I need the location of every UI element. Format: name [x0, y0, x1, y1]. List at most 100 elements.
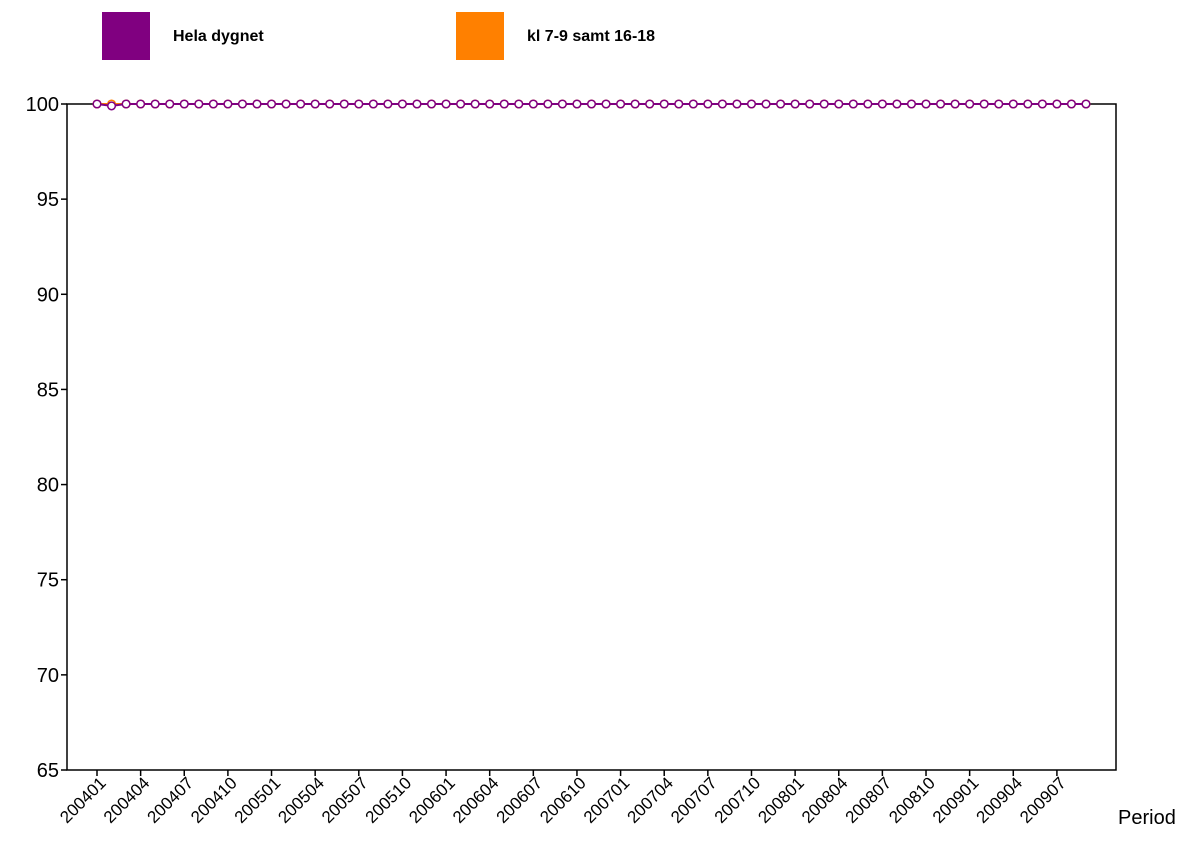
- data-point-hela-dygnet: [470, 99, 480, 109]
- x-tick-label: 200710: [711, 773, 765, 827]
- data-point-hela-dygnet: [179, 99, 189, 109]
- data-point-hela-dygnet: [659, 99, 669, 109]
- x-tick-label: 200610: [536, 773, 590, 827]
- data-point-hela-dygnet: [848, 99, 858, 109]
- x-axis-label: Period: [1118, 807, 1176, 829]
- data-point-hela-dygnet: [921, 99, 931, 109]
- data-point-hela-dygnet: [223, 99, 233, 109]
- data-point-hela-dygnet: [761, 99, 771, 109]
- data-point-hela-dygnet: [1052, 99, 1062, 109]
- data-point-hela-dygnet: [863, 99, 873, 109]
- data-point-hela-dygnet: [877, 99, 887, 109]
- y-tick-label: 70: [37, 665, 59, 687]
- data-point-hela-dygnet: [296, 99, 306, 109]
- x-axis: 2004012004042004072004102005012005042005…: [56, 770, 1070, 827]
- x-tick-label: 200704: [623, 773, 677, 827]
- data-point-hela-dygnet: [776, 99, 786, 109]
- data-point-hela-dygnet: [383, 99, 393, 109]
- data-point-hela-dygnet: [906, 99, 917, 109]
- x-tick-label: 200404: [100, 773, 154, 827]
- plot-area: [66, 103, 1117, 771]
- x-tick-label: 200707: [667, 773, 721, 827]
- y-tick-label: 95: [37, 189, 59, 211]
- data-point-hela-dygnet: [1066, 99, 1077, 109]
- data-point-hela-dygnet: [732, 99, 742, 109]
- data-point-hela-dygnet: [1081, 99, 1091, 109]
- data-point-hela-dygnet: [819, 99, 829, 109]
- y-tick-label: 75: [37, 570, 59, 592]
- legend-swatch-kl-7-9-samt-16-18: [456, 12, 504, 60]
- x-tick-label: 200810: [885, 773, 939, 827]
- data-point-hela-dygnet: [266, 99, 277, 109]
- y-tick-label: 80: [37, 475, 59, 497]
- data-point-hela-dygnet: [485, 99, 495, 109]
- data-point-hela-dygnet: [601, 99, 611, 109]
- data-point-hela-dygnet: [354, 99, 364, 109]
- y-tick-label: 65: [37, 760, 59, 782]
- x-tick-label: 200507: [318, 773, 372, 827]
- legend-label-hela-dygnet: Hela dygnet: [173, 28, 264, 45]
- data-point-hela-dygnet: [397, 99, 407, 109]
- x-tick-label: 200801: [754, 773, 808, 827]
- x-tick-label: 200907: [1016, 773, 1070, 827]
- data-point-hela-dygnet: [528, 99, 538, 109]
- data-point-hela-dygnet: [1037, 99, 1047, 109]
- x-tick-label: 200604: [449, 773, 503, 827]
- data-point-hela-dygnet: [616, 99, 626, 109]
- data-point-hela-dygnet: [630, 99, 640, 109]
- x-tick-label: 200410: [187, 773, 241, 827]
- y-tick-label: 85: [37, 379, 59, 401]
- legend-swatch-hela-dygnet: [102, 12, 150, 60]
- data-point-hela-dygnet: [965, 99, 975, 109]
- data-point-hela-dygnet: [834, 99, 844, 109]
- x-tick-label: 200904: [973, 773, 1027, 827]
- data-point-hela-dygnet: [936, 99, 946, 109]
- data-point-hela-dygnet: [368, 99, 378, 109]
- data-point-hela-dygnet: [252, 99, 262, 109]
- data-point-hela-dygnet: [499, 99, 509, 109]
- x-tick-label: 200901: [929, 773, 983, 827]
- data-point-hela-dygnet: [121, 99, 131, 109]
- legend-item-kl-7-9-samt-16-18: kl 7-9 samt 16-18: [456, 12, 655, 60]
- data-point-hela-dygnet: [150, 99, 160, 109]
- y-tick-label: 90: [37, 284, 59, 306]
- data-point-hela-dygnet: [339, 99, 349, 109]
- data-point-hela-dygnet: [805, 99, 815, 109]
- data-point-hela-dygnet: [310, 99, 320, 109]
- data-point-hela-dygnet: [426, 99, 437, 109]
- data-point-hela-dygnet: [1023, 99, 1033, 109]
- data-point-hela-dygnet: [325, 99, 335, 109]
- x-tick-label: 200401: [56, 773, 110, 827]
- x-tick-label: 200501: [231, 773, 285, 827]
- legend-label-kl-7-9-samt-16-18: kl 7-9 samt 16-18: [527, 28, 655, 45]
- series-hela-dygnet: [92, 99, 1091, 111]
- data-point-hela-dygnet: [514, 99, 524, 109]
- x-tick-label: 200804: [798, 773, 852, 827]
- data-point-hela-dygnet: [165, 99, 175, 109]
- x-tick-label: 200607: [493, 773, 547, 827]
- data-point-hela-dygnet: [1008, 99, 1018, 109]
- data-point-hela-dygnet: [441, 99, 451, 109]
- x-tick-label: 200510: [362, 773, 416, 827]
- legend-item-hela-dygnet: Hela dygnet: [102, 12, 264, 60]
- y-axis: 65 70 75 80 85 90 95 100: [26, 94, 67, 782]
- x-tick-label: 200504: [274, 773, 328, 827]
- x-tick-label: 200807: [842, 773, 896, 827]
- data-point-hela-dygnet: [572, 99, 582, 109]
- data-point-hela-dygnet: [412, 99, 422, 109]
- x-tick-label: 200701: [580, 773, 634, 827]
- data-point-hela-dygnet: [717, 99, 727, 109]
- data-point-hela-dygnet: [208, 99, 218, 109]
- data-point-hela-dygnet: [456, 99, 466, 109]
- data-point-hela-dygnet: [674, 99, 684, 109]
- data-point-hela-dygnet: [281, 99, 291, 109]
- data-point-hela-dygnet: [543, 99, 553, 109]
- x-tick-label: 200407: [144, 773, 198, 827]
- data-point-hela-dygnet: [892, 99, 902, 109]
- data-point-hela-dygnet: [194, 99, 204, 109]
- y-tick-label: 100: [26, 94, 59, 116]
- data-point-hela-dygnet: [950, 99, 960, 109]
- legend: Hela dygnet kl 7-9 samt 16-18: [102, 12, 655, 60]
- data-point-hela-dygnet: [557, 99, 567, 109]
